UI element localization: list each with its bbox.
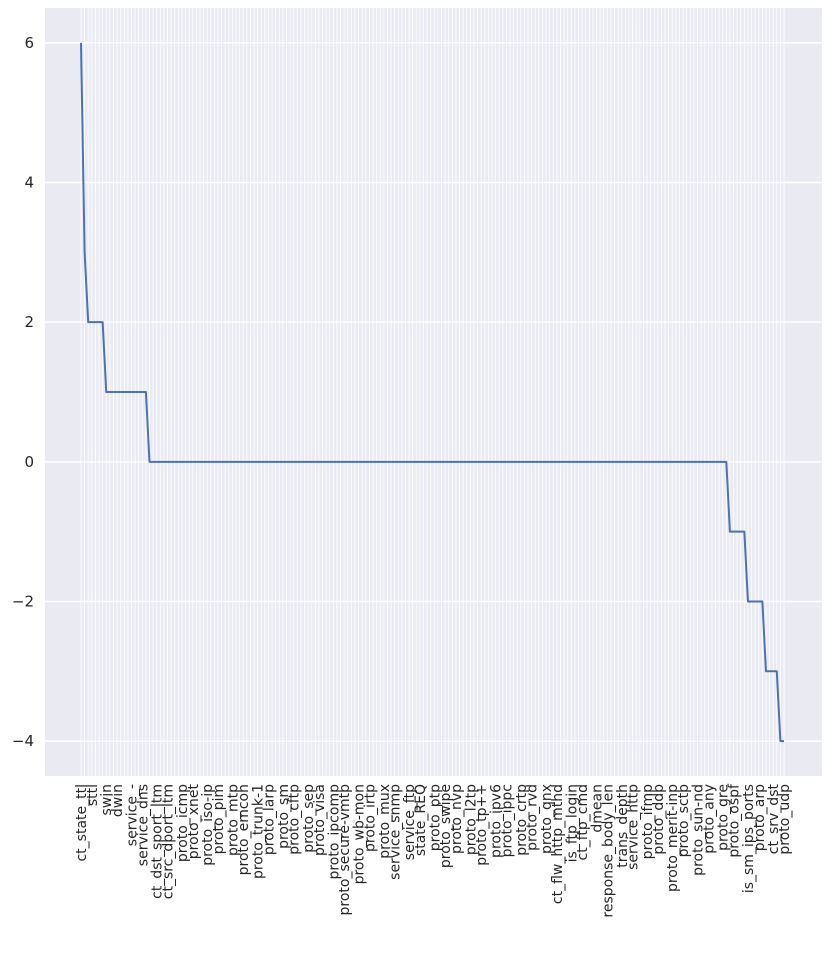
x-tick-label: service_ftp — [402, 784, 418, 860]
x-tick-label: proto_qnx — [539, 784, 555, 854]
x-tick-label: proto_sep — [301, 784, 317, 853]
x-tick-label: ct_ftp_cmd — [575, 784, 591, 860]
x-tick-label: proto_sm — [276, 784, 292, 849]
x-tick-label: service_snmp — [388, 784, 404, 880]
x-tick-label: proto_udp — [777, 784, 793, 855]
y-tick-label: 6 — [24, 34, 34, 52]
x-tick-label: sttl — [85, 784, 101, 806]
x-tick-label: proto_larp — [261, 784, 277, 855]
x-tick-label: proto_any — [701, 784, 717, 854]
x-tick-label: proto_cftp — [287, 784, 303, 855]
x-tick-label: proto_tp++ — [474, 784, 490, 866]
y-tick-label: 4 — [24, 174, 34, 192]
x-tick-label: proto_sctp — [676, 784, 692, 857]
x-tick-label: proto_nvp — [449, 784, 465, 854]
x-tick-label: dmean — [590, 784, 606, 833]
x-tick-label: proto_rvd — [525, 784, 541, 851]
x-axis-tick-labels: ct_state_ttlsttlswindwinservice_-service… — [74, 783, 793, 918]
x-tick-label: proto_sun-nd — [690, 784, 706, 876]
x-tick-label: proto_ipv6 — [489, 784, 505, 858]
y-tick-label: −4 — [12, 732, 34, 750]
x-tick-label: proto_visa — [312, 784, 328, 856]
x-tick-label: proto_gre — [716, 784, 732, 851]
x-tick-label: service_http — [626, 784, 642, 870]
x-tick-label: is_ftp_login — [564, 784, 580, 862]
x-tick-label: proto_icmp — [175, 784, 191, 862]
plot-background — [45, 8, 822, 776]
x-tick-label: proto_secure-vmtp — [337, 784, 353, 916]
x-tick-label: proto_emcon — [236, 784, 252, 875]
y-tick-label: 2 — [24, 313, 34, 331]
x-tick-label: proto_pim — [211, 784, 227, 854]
series-line — [80, 42, 784, 743]
x-tick-label: ct_flw_http_mthd — [550, 784, 566, 904]
x-tick-label: proto_l2tp — [463, 784, 479, 855]
x-tick-label: proto_mtp — [225, 784, 241, 856]
x-tick-label: ct_src_dport_ltm — [161, 784, 177, 899]
x-tick-label: ct_srv_dst — [766, 784, 782, 855]
x-tick-label: proto_ifmp — [640, 784, 656, 859]
x-tick-label: service_dns — [135, 784, 151, 866]
x-tick-label: proto_iso-ip — [200, 784, 216, 866]
x-tick-label: proto_ospf — [727, 783, 743, 858]
x-tick-label: swin — [99, 784, 115, 816]
x-tick-label: is_sm_ips_ports — [741, 784, 757, 893]
x-tick-label: proto_wb-mon — [352, 784, 368, 884]
x-tick-label: proto_ipcomp — [326, 784, 342, 880]
x-tick-label: proto_irtp — [362, 784, 378, 852]
x-tick-label: trans_depth — [615, 784, 631, 868]
x-tick-label: response_body_len — [600, 784, 616, 918]
x-tick-label: dwin — [110, 784, 126, 817]
y-axis-tick-labels: −4 −2 0 2 4 6 — [12, 34, 34, 750]
x-tick-label: proto_merit-inp — [665, 784, 681, 892]
x-tick-label: proto_swipe — [438, 784, 454, 868]
x-tick-label: proto_mux — [377, 784, 393, 859]
x-tick-label: ct_dst_sport_ltm — [150, 784, 166, 899]
x-tick-label: ct_state_ttl — [74, 784, 90, 862]
x-tick-label: proto_crtp — [514, 784, 530, 856]
x-tick-label: state_REQ — [413, 784, 429, 856]
x-tick-label: proto_ippc — [499, 784, 515, 857]
x-tick-label: proto_ddp — [651, 784, 667, 855]
x-tick-label: proto_arp — [752, 784, 768, 851]
y-tick-label: −2 — [12, 592, 34, 610]
x-tick-label: proto_trunk-1 — [251, 784, 267, 879]
x-tick-label: service_- — [124, 784, 140, 846]
x-tick-label: proto_xnet — [186, 783, 202, 859]
y-tick-label: 0 — [24, 453, 34, 471]
x-tick-label: proto_ptp — [427, 784, 443, 851]
